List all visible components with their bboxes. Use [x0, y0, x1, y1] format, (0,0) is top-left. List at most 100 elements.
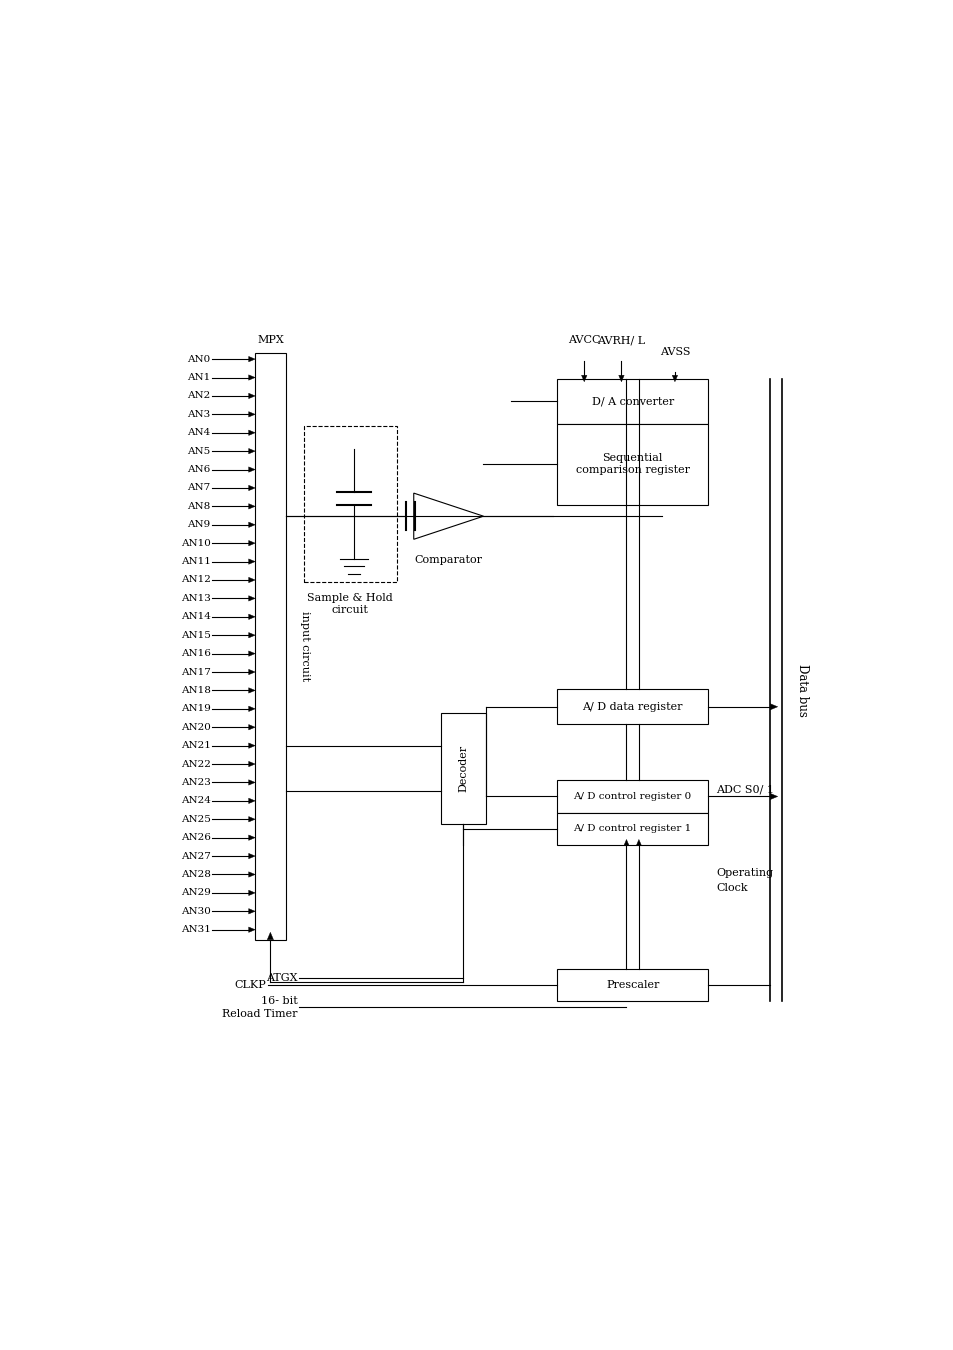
Polygon shape [249, 393, 254, 398]
Polygon shape [249, 725, 254, 730]
Text: circuit: circuit [332, 605, 368, 614]
Text: AN28: AN28 [181, 869, 211, 879]
Polygon shape [249, 834, 254, 840]
Text: input circuit: input circuit [299, 612, 310, 682]
Text: AN12: AN12 [181, 575, 211, 585]
Text: AVSS: AVSS [659, 347, 689, 356]
Polygon shape [249, 651, 254, 656]
Text: AN10: AN10 [181, 539, 211, 548]
Bar [303, 427, 396, 582]
Text: Comparator: Comparator [415, 555, 482, 564]
Text: AN15: AN15 [181, 630, 211, 640]
Text: Prescaler: Prescaler [605, 980, 659, 990]
Text: AN30: AN30 [181, 907, 211, 915]
Text: AN9: AN9 [187, 520, 211, 529]
Polygon shape [249, 412, 254, 417]
Polygon shape [249, 798, 254, 803]
Polygon shape [249, 761, 254, 767]
Polygon shape [249, 540, 254, 545]
Text: Data bus: Data bus [795, 664, 808, 717]
Text: AN14: AN14 [181, 613, 211, 621]
Bar [557, 690, 707, 724]
Text: ADC S0/ 1: ADC S0/ 1 [716, 784, 773, 794]
Text: A/ D data register: A/ D data register [582, 702, 682, 711]
Text: Decoder: Decoder [457, 745, 468, 792]
Polygon shape [618, 375, 623, 382]
Polygon shape [249, 743, 254, 748]
Text: AN7: AN7 [187, 483, 211, 493]
Polygon shape [249, 485, 254, 490]
Text: AN23: AN23 [181, 778, 211, 787]
Polygon shape [249, 853, 254, 859]
Bar [440, 713, 485, 825]
Text: AN17: AN17 [181, 667, 211, 676]
Polygon shape [267, 933, 274, 940]
Bar [557, 379, 707, 424]
Polygon shape [769, 794, 777, 799]
Text: AN16: AN16 [181, 649, 211, 657]
Text: AN21: AN21 [181, 741, 211, 751]
Polygon shape [249, 633, 254, 639]
Text: AN22: AN22 [181, 760, 211, 768]
Text: comparison register: comparison register [575, 466, 689, 475]
Text: A/ D control register 0: A/ D control register 0 [573, 792, 691, 801]
Text: AN8: AN8 [187, 502, 211, 510]
Polygon shape [249, 467, 254, 472]
Bar [557, 813, 707, 845]
Polygon shape [249, 872, 254, 878]
Polygon shape [672, 375, 677, 382]
Text: Clock: Clock [716, 883, 747, 894]
Polygon shape [249, 780, 254, 786]
Text: AN18: AN18 [181, 686, 211, 695]
Polygon shape [249, 522, 254, 528]
Text: AN24: AN24 [181, 796, 211, 806]
Bar [557, 424, 707, 505]
Polygon shape [249, 578, 254, 583]
Polygon shape [249, 595, 254, 601]
Polygon shape [249, 909, 254, 914]
Polygon shape [249, 356, 254, 362]
Polygon shape [249, 927, 254, 933]
Polygon shape [249, 504, 254, 509]
Text: AN20: AN20 [181, 722, 211, 732]
Text: D/ A converter: D/ A converter [591, 397, 673, 406]
Text: AN1: AN1 [187, 373, 211, 382]
Polygon shape [249, 375, 254, 381]
Text: AVCC: AVCC [567, 335, 599, 346]
Text: Sample & Hold: Sample & Hold [307, 593, 393, 603]
Text: A/ D control register 1: A/ D control register 1 [573, 825, 691, 833]
Polygon shape [636, 840, 640, 845]
Polygon shape [249, 890, 254, 895]
Text: AN29: AN29 [181, 888, 211, 898]
Text: Sequential: Sequential [602, 454, 662, 463]
Polygon shape [249, 431, 254, 436]
Polygon shape [249, 670, 254, 675]
Text: AN13: AN13 [181, 594, 211, 603]
Text: AN11: AN11 [181, 558, 211, 566]
Polygon shape [249, 614, 254, 620]
Polygon shape [581, 375, 586, 382]
Polygon shape [249, 706, 254, 711]
Text: AN25: AN25 [181, 815, 211, 824]
Polygon shape [249, 559, 254, 564]
Polygon shape [623, 840, 628, 845]
Text: AVRH/ L: AVRH/ L [597, 335, 645, 346]
Text: Operating: Operating [716, 868, 772, 878]
Text: AN31: AN31 [181, 925, 211, 934]
Text: AN2: AN2 [187, 392, 211, 401]
Text: ATGX: ATGX [266, 973, 297, 983]
Text: AN0: AN0 [187, 355, 211, 363]
Bar [557, 969, 707, 1002]
Text: AN5: AN5 [187, 447, 211, 456]
Text: CLKP: CLKP [234, 980, 266, 990]
Polygon shape [249, 687, 254, 693]
Text: AN26: AN26 [181, 833, 211, 842]
Text: AN27: AN27 [181, 852, 211, 860]
Bar [557, 780, 707, 813]
Text: 16- bit: 16- bit [260, 996, 297, 1006]
Text: AN19: AN19 [181, 705, 211, 713]
Polygon shape [249, 817, 254, 822]
Text: MPX: MPX [256, 335, 283, 346]
Text: AN6: AN6 [187, 464, 211, 474]
Polygon shape [249, 448, 254, 454]
